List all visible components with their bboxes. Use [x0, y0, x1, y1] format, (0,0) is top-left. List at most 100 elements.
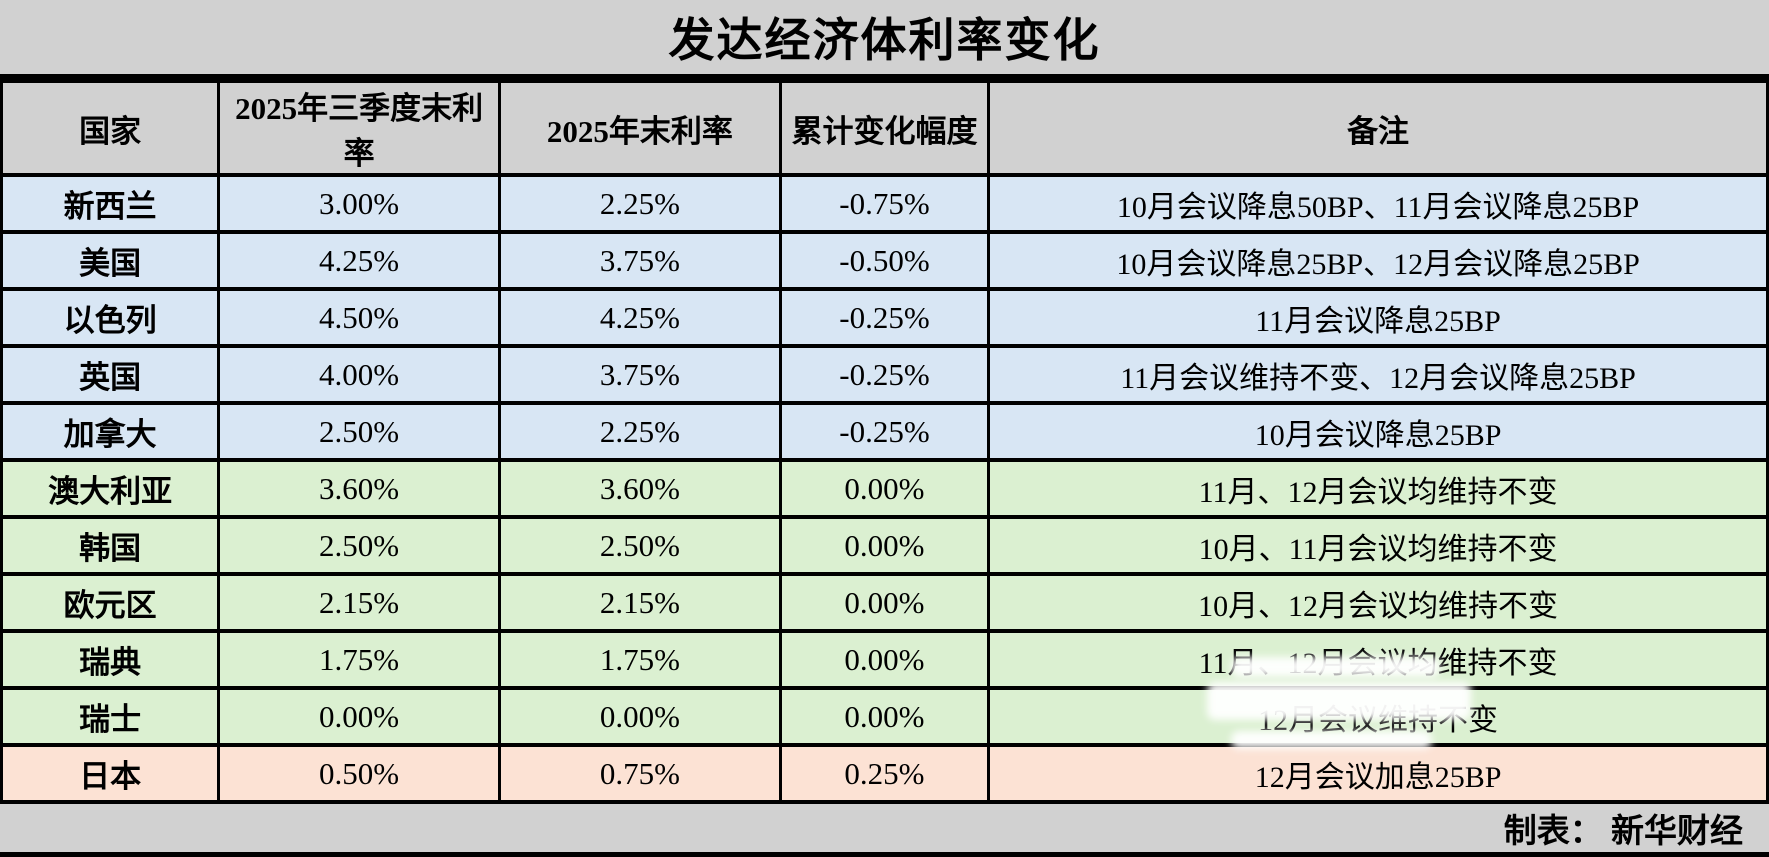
note-cell: 10月会议降息25BP	[987, 401, 1769, 462]
eoy-rate-cell: 3.60%	[497, 458, 782, 519]
q3-rate-cell-text: 0.50%	[319, 755, 400, 791]
country-cell: 新西兰	[0, 173, 221, 234]
eoy-rate-cell-text: 0.75%	[599, 755, 680, 791]
note-cell-text: 11月、12月会议均维持不变	[1198, 475, 1558, 509]
note-cell-text: 12月会议加息25BP	[1254, 760, 1502, 794]
q3-rate-cell-text: 2.50%	[319, 413, 400, 449]
eoy-rate-cell: 2.50%	[497, 515, 782, 576]
eoy-rate-cell-text: 3.60%	[599, 470, 680, 506]
table-row: 澳大利亚 3.60% 3.60% 0.00% 11月、12月会议均维持不变	[0, 458, 1769, 519]
eoy-rate-cell: 0.75%	[497, 743, 782, 804]
change-cell-text: 0.00%	[844, 470, 925, 506]
note-cell-text: 11月会议维持不变、12月会议降息25BP	[1120, 361, 1636, 395]
q3-rate-cell: 4.00%	[217, 344, 501, 405]
q3-rate-cell: 2.50%	[217, 401, 501, 462]
table-row: 韩国 2.50% 2.50% 0.00% 10月、11月会议均维持不变	[0, 515, 1769, 576]
country-cell-text: 欧元区	[63, 588, 157, 623]
country-cell-text: 瑞典	[79, 645, 142, 680]
country-cell: 日本	[0, 743, 221, 804]
change-cell-text: 0.00%	[844, 641, 925, 677]
country-cell-text: 加拿大	[63, 417, 157, 452]
note-cell: 10月、12月会议均维持不变	[987, 572, 1769, 633]
change-cell-text: 0.25%	[844, 755, 925, 791]
country-cell-text: 新西兰	[63, 189, 157, 224]
q3-rate-cell-text: 3.00%	[319, 185, 400, 221]
change-cell: -0.25%	[778, 287, 991, 348]
note-cell-text: 12月会议维持不变	[1258, 703, 1499, 737]
eoy-rate-cell: 4.25%	[497, 287, 782, 348]
rate-table: 国家 2025年三季度末利率 2025年末利率 累计变化幅度 备注 新西兰 3.0…	[0, 79, 1769, 804]
change-cell-text: -0.75%	[839, 185, 930, 221]
note-cell-text: 10月会议降息50BP、11月会议降息25BP	[1116, 190, 1640, 224]
table-row: 加拿大 2.50% 2.25% -0.25% 10月会议降息25BP	[0, 401, 1769, 462]
title-band: 发达经济体利率变化	[0, 0, 1769, 79]
country-cell-text: 瑞士	[79, 702, 142, 737]
q3-rate-cell-text: 4.50%	[319, 299, 400, 335]
eoy-rate-cell-text: 4.25%	[599, 299, 680, 335]
note-cell-text: 11月会议降息25BP	[1255, 304, 1501, 338]
q3-rate-cell: 2.15%	[217, 572, 501, 633]
note-cell: 11月、12月会议均维持不变	[987, 458, 1769, 519]
change-cell-text: -0.25%	[839, 356, 930, 392]
table-row: 英国 4.00% 3.75% -0.25% 11月会议维持不变、12月会议降息25BP	[0, 344, 1769, 405]
q3-rate-cell-text: 4.00%	[319, 356, 400, 392]
eoy-rate-cell-text: 2.50%	[599, 527, 680, 563]
table-row: 以色列 4.50% 4.25% -0.25% 11月会议降息25BP	[0, 287, 1769, 348]
country-cell: 澳大利亚	[0, 458, 221, 519]
change-cell: 0.00%	[778, 515, 991, 576]
header-row: 国家 2025年三季度末利率 2025年末利率 累计变化幅度 备注	[0, 79, 1769, 177]
header-cell-change: 累计变化幅度	[778, 79, 991, 177]
change-cell: 0.00%	[778, 686, 991, 747]
country-cell-text: 美国	[79, 246, 142, 281]
country-cell-text: 韩国	[79, 531, 142, 566]
eoy-rate-cell-text: 3.75%	[599, 356, 680, 392]
note-cell: 12月会议维持不变	[987, 657, 1769, 750]
q3-rate-cell: 0.50%	[217, 743, 501, 804]
country-cell: 以色列	[0, 287, 221, 348]
note-cell-text: 11月、12月会议均维持不变	[1198, 646, 1558, 680]
change-cell: 0.00%	[778, 458, 991, 519]
table-row: 日本 0.50% 0.75% 0.25% 12月会议加息25BP	[0, 743, 1769, 804]
table-row: 欧元区 2.15% 2.15% 0.00% 10月、12月会议均维持不变	[0, 572, 1769, 633]
change-cell: -0.50%	[778, 230, 991, 291]
country-cell-text: 英国	[79, 360, 142, 395]
country-cell: 韩国	[0, 515, 221, 576]
q3-rate-cell-text: 3.60%	[319, 470, 400, 506]
country-cell-text: 澳大利亚	[48, 474, 173, 509]
note-cell: 11月会议降息25BP	[987, 287, 1769, 348]
q3-rate-cell-text: 1.75%	[319, 641, 400, 677]
country-cell: 加拿大	[0, 401, 221, 462]
eoy-rate-cell-text: 0.00%	[599, 698, 680, 734]
q3-rate-cell: 4.50%	[217, 287, 501, 348]
eoy-rate-cell-text: 2.15%	[599, 584, 680, 620]
eoy-rate-cell-text: 2.25%	[599, 185, 680, 221]
note-cell-text: 10月会议降息25BP	[1254, 418, 1502, 452]
change-cell: 0.25%	[778, 743, 991, 804]
country-cell: 美国	[0, 230, 221, 291]
change-cell-text: 0.00%	[844, 698, 925, 734]
q3-rate-cell-text: 0.00%	[319, 698, 400, 734]
rate-table-body: 新西兰 3.00% 2.25% -0.75% 10月会议降息50BP、11月会议降息25…	[0, 173, 1769, 804]
table-row: 瑞士 0.00% 0.00% 0.00% 12月会议维持不变	[0, 657, 1769, 750]
table-row: 新西兰 3.00% 2.25% -0.75% 10月会议降息50BP、11月会议降息25…	[0, 173, 1769, 234]
q3-rate-cell: 2.50%	[217, 515, 501, 576]
eoy-rate-cell: 1.75%	[497, 629, 782, 690]
note-cell-text: 10月、12月会议均维持不变	[1198, 589, 1559, 623]
q3-rate-cell-text: 4.25%	[319, 242, 400, 278]
footer: 制表： 新华财经	[0, 804, 1769, 857]
country-cell: 瑞士	[0, 686, 221, 747]
q3-rate-cell-text: 2.15%	[319, 584, 400, 620]
header-cell-eoy-rate: 2025年末利率	[497, 79, 782, 177]
q3-rate-cell: 4.25%	[217, 230, 501, 291]
note-cell: 12月会议加息25BP	[987, 743, 1769, 804]
change-cell-text: 0.00%	[844, 527, 925, 563]
country-cell: 欧元区	[0, 572, 221, 633]
q3-rate-cell: 0.00%	[217, 686, 501, 747]
change-cell-text: 0.00%	[844, 584, 925, 620]
q3-rate-cell: 3.60%	[217, 458, 501, 519]
q3-rate-cell: 3.00%	[217, 173, 501, 234]
q3-rate-cell-text: 2.50%	[319, 527, 400, 563]
q3-rate-cell: 1.75%	[217, 629, 501, 690]
note-cell: 11月会议维持不变、12月会议降息25BP	[987, 344, 1769, 405]
country-cell: 英国	[0, 344, 221, 405]
